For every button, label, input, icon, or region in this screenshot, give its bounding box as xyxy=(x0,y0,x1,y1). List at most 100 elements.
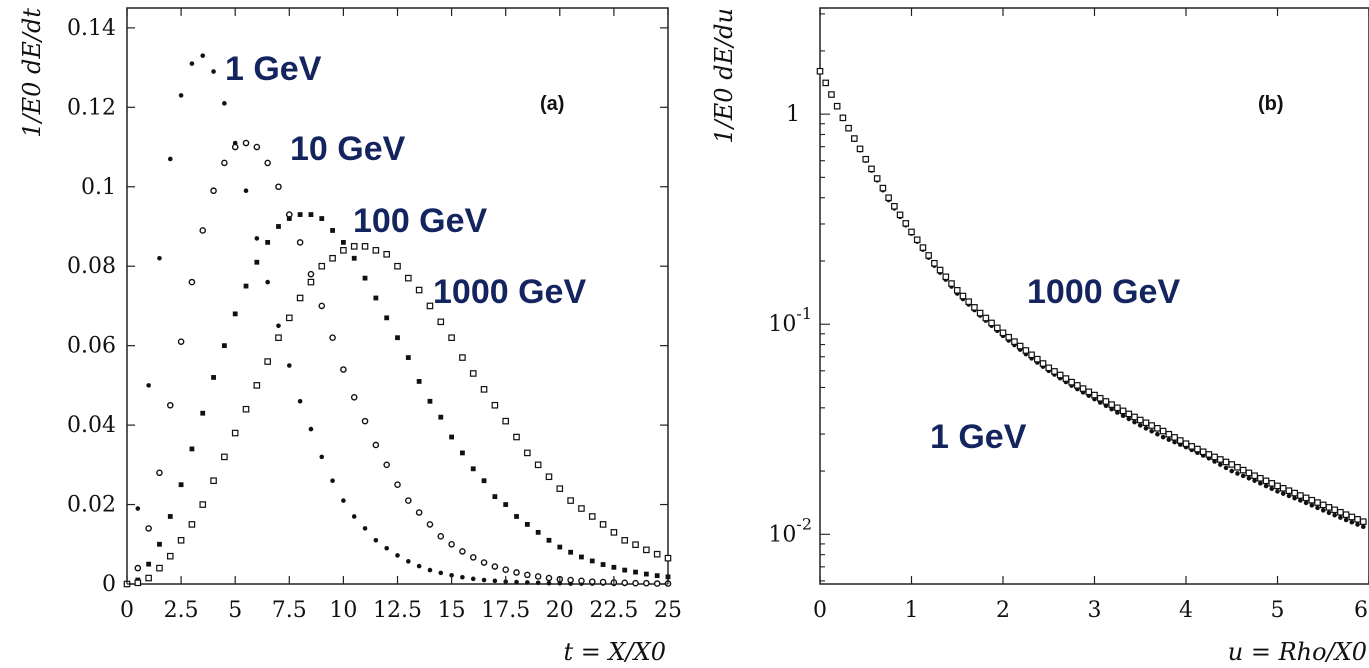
panel-b-point-1-gev xyxy=(1360,524,1366,530)
panel-a-point-1-gev xyxy=(287,363,292,368)
panel-b-point-1-gev xyxy=(1149,428,1154,434)
panel-b-point-1000-gev xyxy=(851,135,858,142)
panel-b-point-1000-gev xyxy=(1131,413,1138,421)
panel-a-point-10-gev xyxy=(188,278,196,286)
panel-b-point-1000-gev xyxy=(1274,482,1281,490)
panel-b-point-1000-gev xyxy=(1194,445,1201,453)
panel-b-point-1-gev xyxy=(1258,481,1263,486)
panel-a-point-100-gev xyxy=(460,450,465,456)
panel-b-point-1-gev xyxy=(1137,423,1143,428)
panel-b-point-1000-gev xyxy=(1028,351,1035,359)
panel-a-point-10-gev xyxy=(199,227,207,234)
panel-a-point-10-gev xyxy=(491,563,499,570)
panel-b-point-1000-gev xyxy=(1154,425,1161,432)
panel-b-point-1000-gev xyxy=(948,280,955,287)
panel-a-point-1000-gev xyxy=(578,505,585,512)
panel-a-point-1000-gev xyxy=(275,334,282,342)
panel-b-point-1000-gev xyxy=(1068,378,1075,386)
panel-b-point-1000-gev xyxy=(1096,394,1104,402)
panel-a-annotation-100gev: 100 GeV xyxy=(353,202,488,240)
panel-a-point-100-gev xyxy=(395,335,400,341)
panel-a-point-10-gev xyxy=(513,569,520,576)
panel-a-point-100-gev xyxy=(438,414,444,420)
panel-a-point-1000-gev xyxy=(513,433,520,441)
panel-b-point-1-gev xyxy=(1275,489,1280,494)
panel-a-point-10-gev xyxy=(145,525,152,532)
panel-b-point-1000-gev xyxy=(833,102,841,110)
panel-b-point-1000-gev xyxy=(1211,453,1218,461)
panel-a-point-1000-gev xyxy=(621,537,629,544)
panel-b-point-1-gev xyxy=(1286,493,1292,499)
panel-a-point-10-gev xyxy=(405,497,412,504)
panel-a-point-1-gev xyxy=(470,576,476,582)
panel-a-point-10-gev xyxy=(307,270,315,278)
panel-a-point-1000-gev xyxy=(350,243,358,250)
panel-b-point-1000-gev xyxy=(1359,518,1367,525)
panel-a-point-10-gev xyxy=(643,579,650,587)
panel-a-point-100-gev xyxy=(600,562,606,567)
panel-a-point-100-gev xyxy=(232,311,238,317)
panel-b-point-1-gev xyxy=(1303,500,1309,506)
panel-a-annotation-10gev: 10 GeV xyxy=(290,130,406,168)
panel-a-point-10-gev xyxy=(653,580,661,587)
panel-a-point-1-gev xyxy=(135,506,141,511)
panel-b-point-1000-gev xyxy=(879,184,887,192)
panel-a-point-10-gev xyxy=(480,559,488,566)
panel-b-point-1000-gev xyxy=(1022,347,1030,354)
panel-a-point-10-gev xyxy=(372,441,380,449)
panel-b-point-1-gev xyxy=(1166,437,1172,442)
panel-a-point-10-gev xyxy=(134,564,142,572)
panel-b-x-tick-label: 5 xyxy=(1271,598,1285,623)
panel-a-point-100-gev xyxy=(211,375,216,380)
panel-a-point-1000-gev xyxy=(545,473,553,481)
panel-a-point-100-gev xyxy=(643,571,649,577)
panel-a-point-1000-gev xyxy=(664,554,672,562)
panel-a-point-1000-gev xyxy=(177,537,185,544)
panel-a-point-1-gev xyxy=(200,53,206,58)
panel-a-point-100-gev xyxy=(633,569,638,575)
panel-b-point-1-gev xyxy=(1115,410,1120,415)
panel-b-x-tick-label: 1 xyxy=(905,598,919,623)
panel-a-point-1000-gev xyxy=(448,334,455,342)
panel-a-point-100-gev xyxy=(427,398,433,404)
panel-a-point-10-gev xyxy=(329,334,336,342)
panel-b-point-1000-gev xyxy=(988,319,995,327)
panel-b-point-1000-gev xyxy=(816,67,824,75)
panel-a-point-10-gev xyxy=(437,533,445,540)
panel-a-point-10-gev xyxy=(415,509,423,516)
panel-a-point-1000-gev xyxy=(296,294,304,302)
panel-a-point-1-gev xyxy=(308,426,314,432)
panel-a-point-10-gev xyxy=(567,576,574,584)
panel-a-point-10-gev xyxy=(545,574,553,582)
panel-b-point-1-gev xyxy=(1172,439,1177,445)
panel-b-point-1000-gev xyxy=(1165,430,1173,438)
panel-a-frame xyxy=(126,7,669,585)
panel-a-point-1-gev xyxy=(395,553,400,558)
panel-a-point-100-gev xyxy=(276,224,281,229)
panel-a-point-1-gev xyxy=(535,580,541,586)
panel-a-point-10-gev xyxy=(599,578,607,586)
panel-a-x-tick-label: 7.5 xyxy=(272,598,307,623)
panel-a-point-1000-gev xyxy=(502,417,510,425)
panel-b-point-1000-gev xyxy=(1045,364,1053,372)
panel-a-point-1000-gev xyxy=(394,262,401,270)
panel-b-point-1000-gev xyxy=(1085,388,1093,396)
panel-b-annotation-1000gev: 1000 GeV xyxy=(1027,273,1180,311)
panel-a-point-1-gev xyxy=(492,578,498,584)
panel-a-point-10-gev xyxy=(632,579,639,587)
panel-a-point-10-gev xyxy=(275,183,282,191)
panel-b-point-1000-gev xyxy=(942,273,950,281)
panel-b-point-1000-gev xyxy=(1251,472,1258,480)
panel-b-point-1000-gev xyxy=(856,145,864,153)
panel-a-point-1-gev xyxy=(384,545,389,551)
panel-b-x-tick-label: 6 xyxy=(1354,598,1368,623)
panel-a-point-10-gev xyxy=(383,461,390,469)
panel-a-point-10-gev xyxy=(426,521,434,528)
panel-a-point-100-gev xyxy=(254,259,260,265)
panel-a-point-100-gev xyxy=(557,544,563,550)
panel-a-point-1-gev xyxy=(406,559,411,564)
panel-b-point-1000-gev xyxy=(862,155,870,163)
panel-a-point-1000-gev xyxy=(361,243,369,250)
panel-a-point-1-gev xyxy=(167,156,173,162)
panel-b-point-1000-gev xyxy=(925,252,932,259)
